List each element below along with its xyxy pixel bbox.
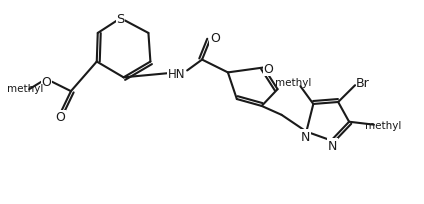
Text: methyl: methyl (365, 120, 401, 130)
Text: methyl: methyl (7, 84, 43, 94)
Text: HN: HN (167, 68, 185, 81)
Text: methyl: methyl (275, 78, 312, 88)
Text: O: O (210, 32, 220, 45)
Text: O: O (41, 75, 51, 88)
Text: N: N (327, 139, 337, 152)
Text: O: O (264, 63, 273, 76)
Text: Br: Br (356, 76, 370, 89)
Text: O: O (55, 111, 65, 124)
Text: N: N (301, 130, 310, 143)
Text: S: S (117, 13, 125, 26)
